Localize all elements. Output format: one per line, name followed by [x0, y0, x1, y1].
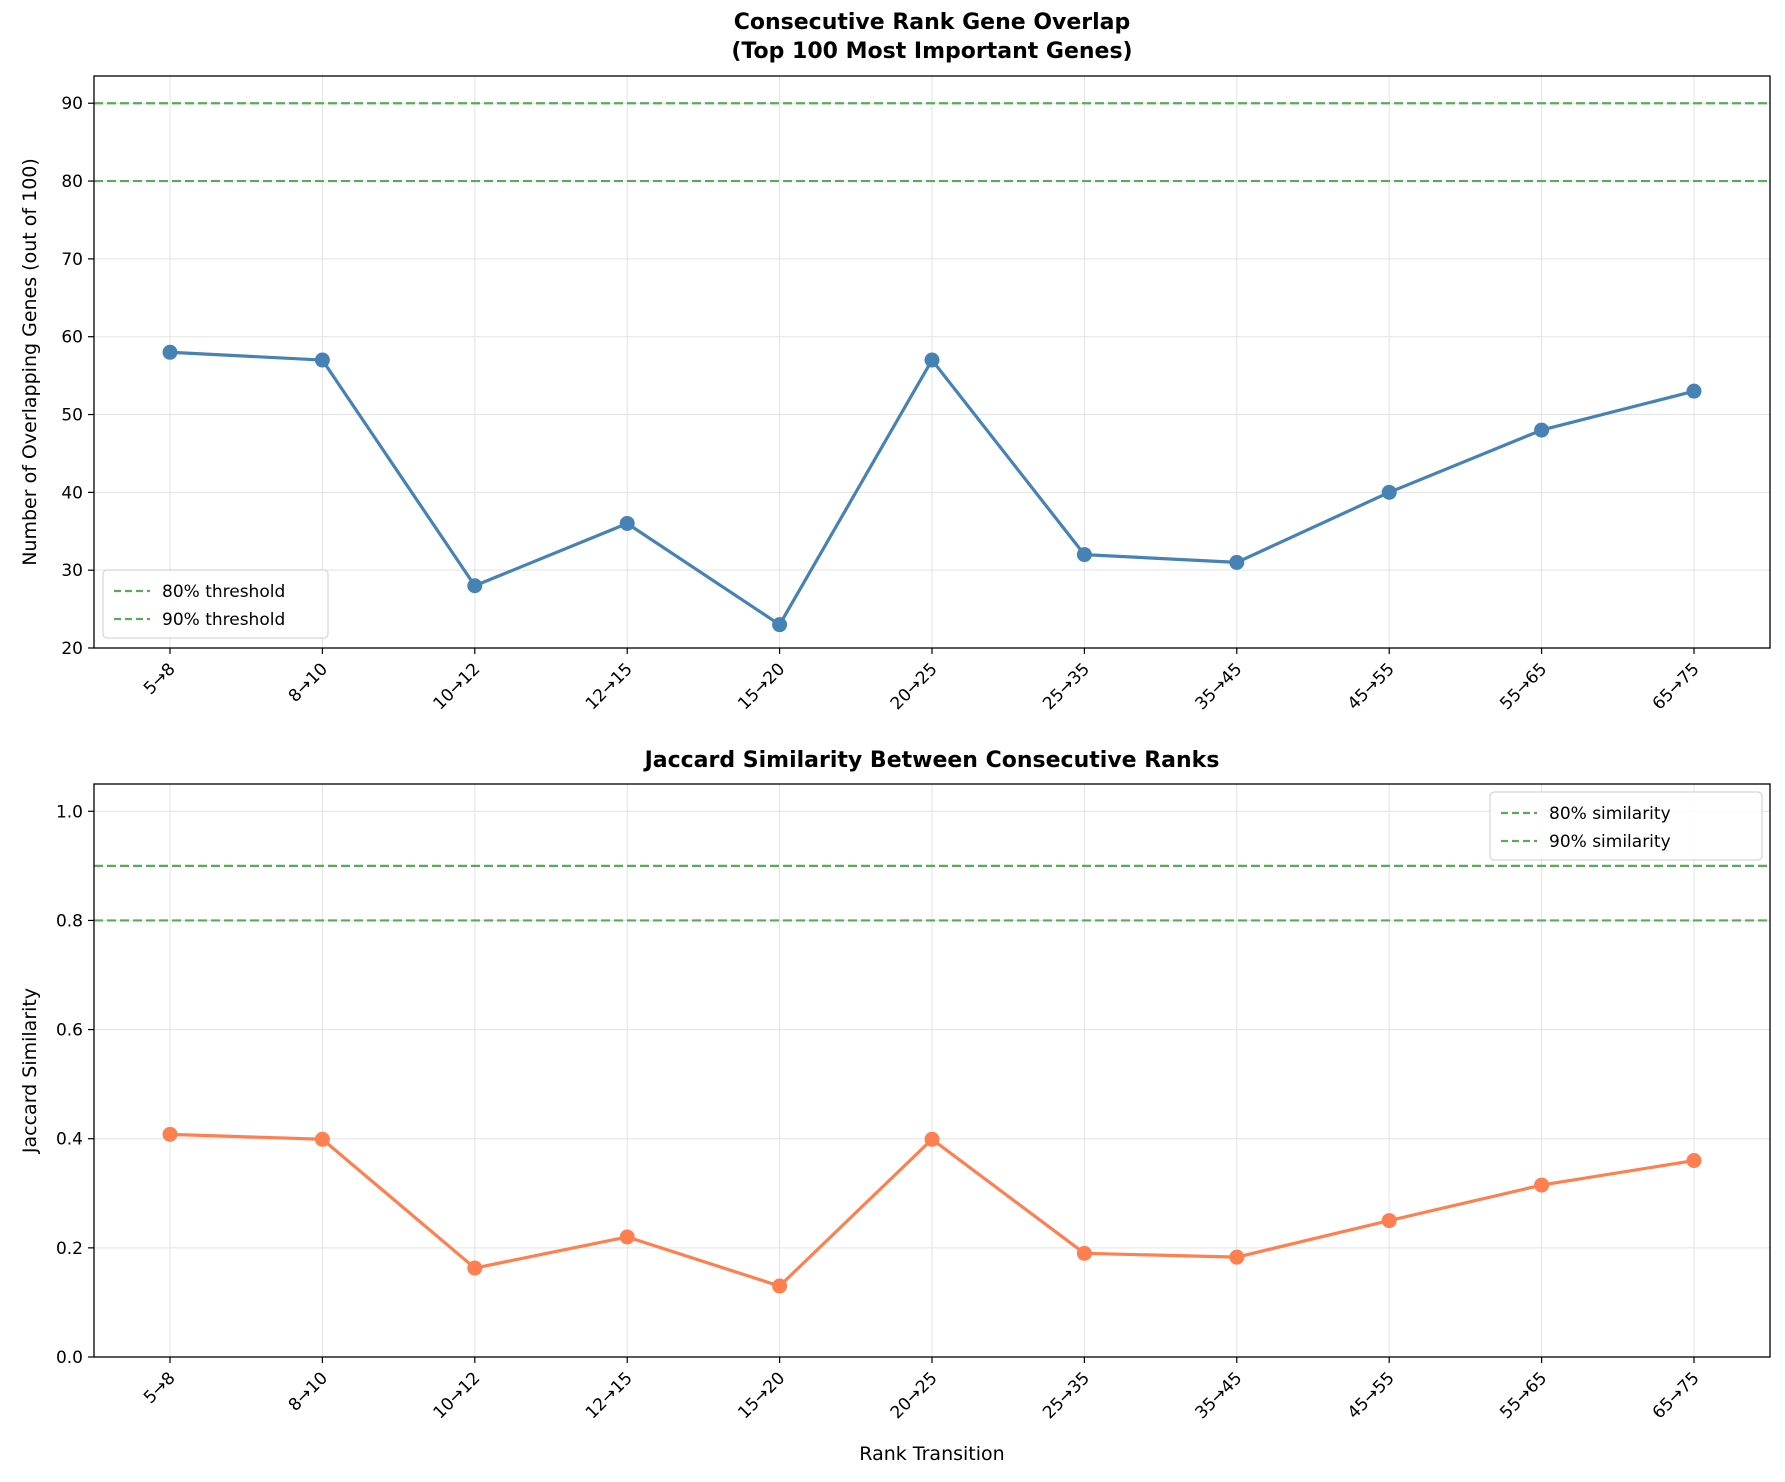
y-tick-label: 0.2: [56, 1239, 83, 1259]
x-tick-label: 15→20: [734, 1368, 789, 1423]
y-tick-label: 0.4: [56, 1130, 83, 1150]
x-tick-label: 45→55: [1344, 1368, 1399, 1423]
data-point: [1381, 1213, 1397, 1229]
chart-title-line: (Top 100 Most Important Genes): [731, 39, 1132, 64]
x-tick-label: 35→45: [1192, 659, 1247, 714]
y-tick-label: 20: [61, 639, 83, 659]
data-point: [619, 1229, 635, 1245]
x-tick-label: 65→75: [1649, 1368, 1704, 1423]
y-tick-label: 1.0: [56, 802, 83, 822]
x-tick-label: 55→65: [1496, 1368, 1551, 1423]
chart-panel-1: Consecutive Rank Gene Overlap (Top 100 Mo…: [19, 10, 1771, 714]
data-point: [1686, 1153, 1702, 1169]
y-tick-label: 70: [61, 250, 83, 270]
y-tick-label: 50: [61, 406, 83, 426]
x-tick-label: 35→45: [1192, 1368, 1247, 1423]
x-tick-label: 65→75: [1649, 659, 1704, 714]
legend-box: [102, 569, 329, 639]
x-tick-label: 20→25: [887, 659, 942, 714]
data-point: [924, 352, 940, 368]
x-tick-label: 8→10: [285, 1368, 332, 1415]
data-point: [467, 578, 483, 594]
y-axis-label: Number of Overlapping Genes (out of 100): [19, 158, 41, 566]
x-tick-label: 12→15: [582, 659, 637, 714]
y-tick-label: 60: [61, 328, 83, 348]
data-point: [162, 344, 178, 360]
chart-panel-2: Jaccard Similarity Between Consecutive R…: [19, 748, 1771, 1465]
data-point: [1534, 422, 1550, 438]
legend: 80% threshold 90% threshold: [102, 569, 329, 639]
data-point: [1229, 554, 1245, 570]
x-tick-label: 8→10: [285, 659, 332, 706]
legend-label: 80% similarity: [1549, 804, 1671, 824]
x-axis-label: Rank Transition: [859, 1443, 1004, 1465]
data-point: [619, 515, 635, 531]
legend-label: 80% threshold: [162, 582, 285, 602]
legend: 80% similarity 90% similarity: [1489, 791, 1763, 861]
x-tick-label: 15→20: [734, 659, 789, 714]
x-tick-label: 10→12: [430, 659, 485, 714]
data-point: [1381, 484, 1397, 500]
legend-label: 90% threshold: [162, 610, 285, 630]
x-tick-label: 10→12: [430, 1368, 485, 1423]
y-tick-label: 80: [61, 172, 83, 192]
data-point: [162, 1126, 178, 1142]
x-tick-label: 5→8: [140, 659, 180, 699]
y-tick-label: 0.0: [56, 1348, 83, 1368]
data-point: [772, 617, 788, 633]
y-axis-label: Jaccard Similarity: [19, 988, 41, 1154]
data-point: [1686, 383, 1702, 399]
data-point: [924, 1131, 940, 1147]
chart-title-line: Jaccard Similarity Between Consecutive R…: [643, 748, 1220, 773]
data-point: [314, 352, 330, 368]
legend-box: [1489, 791, 1763, 861]
chart-title-line: Consecutive Rank Gene Overlap: [734, 10, 1131, 35]
data-point: [1076, 547, 1092, 563]
x-tick-label: 5→8: [140, 1368, 180, 1408]
x-tick-label: 20→25: [887, 1368, 942, 1423]
data-point: [1229, 1249, 1245, 1265]
x-tick-label: 12→15: [582, 1368, 637, 1423]
data-point: [467, 1260, 483, 1276]
data-point: [314, 1131, 330, 1147]
x-tick-label: 25→35: [1039, 1368, 1094, 1423]
y-tick-label: 30: [61, 561, 83, 581]
legend-label: 90% similarity: [1549, 832, 1671, 852]
x-tick-label: 55→65: [1496, 659, 1551, 714]
y-tick-label: 40: [61, 483, 83, 503]
data-point: [772, 1278, 788, 1294]
y-tick-label: 0.8: [56, 911, 83, 931]
x-tick-label: 25→35: [1039, 659, 1094, 714]
y-tick-label: 0.6: [56, 1021, 83, 1041]
data-point: [1534, 1177, 1550, 1193]
x-tick-label: 45→55: [1344, 659, 1399, 714]
data-point: [1076, 1245, 1092, 1261]
y-tick-label: 90: [61, 94, 83, 114]
